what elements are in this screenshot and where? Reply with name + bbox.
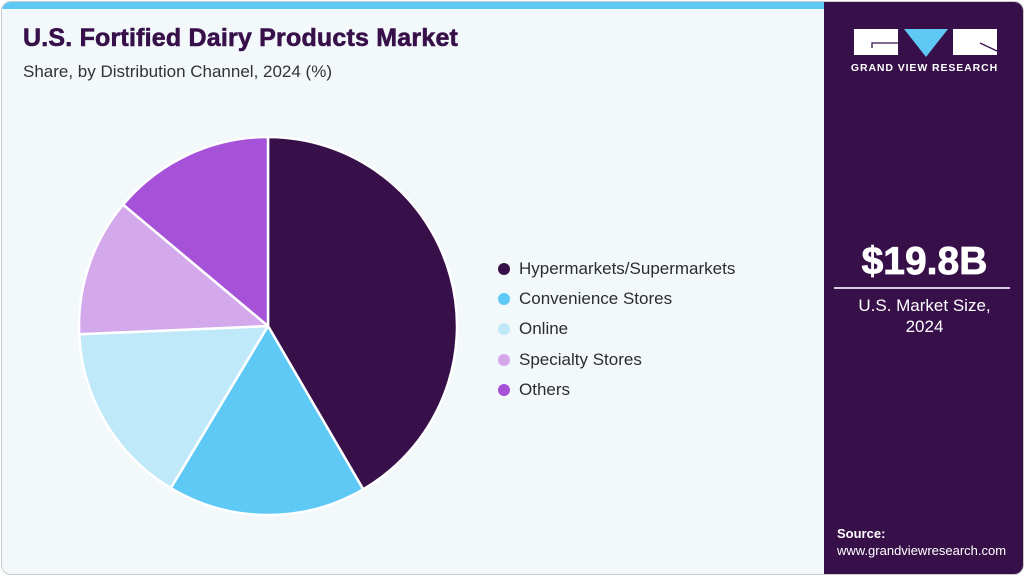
legend-item-convenience-stores: Convenience Stores: [498, 284, 735, 314]
legend-label: Others: [519, 379, 571, 399]
chart-title: U.S. Fortified Dairy Products Market: [23, 24, 459, 53]
pie-slice-hypermarkets-supermarkets: [266, 135, 459, 491]
legend-dot-icon: [498, 383, 510, 396]
legend-label: Specialty Stores: [519, 349, 642, 369]
legend-dot-icon: [498, 263, 510, 276]
legend-label: Convenience Stores: [519, 289, 673, 309]
legend-dot-icon: [498, 323, 510, 336]
source-title: Source:: [837, 526, 886, 541]
legend-label: Hypermarkets/Supermarkets: [519, 259, 736, 279]
pie-chart: [72, 130, 464, 522]
accent-top-bar: [2, 2, 824, 9]
sidebar-panel: GRAND VIEW RESEARCH $19.8B U.S. Market S…: [824, 2, 1023, 574]
legend-item-specialty-stores: Specialty Stores: [498, 345, 735, 375]
market-size-label-line1: U.S. Market Size,: [858, 296, 991, 315]
chart-legend: Hypermarkets/Supermarkets Convenience St…: [498, 254, 735, 405]
chart-subtitle: Share, by Distribution Channel, 2024 (%): [23, 62, 332, 81]
market-size-label: U.S. Market Size, 2024: [824, 295, 1023, 337]
pie-slice-convenience-stores: [169, 324, 365, 517]
brand-name: GRAND VIEW RESEARCH: [850, 62, 999, 74]
divider: [834, 287, 1010, 289]
legend-item-others: Others: [498, 375, 735, 405]
market-size-value: $19.8B: [861, 240, 988, 284]
legend-dot-icon: [498, 293, 510, 306]
legend-item-hypermarkets: Hypermarkets/Supermarkets: [498, 254, 735, 284]
gvr-logo-icon: [854, 29, 997, 57]
pie-slice-online: [77, 324, 270, 490]
market-size-label-line2: 2024: [905, 317, 944, 336]
source-url[interactable]: www.grandviewresearch.com: [837, 543, 1007, 558]
legend-dot-icon: [498, 353, 510, 366]
pie-slice-specialty-stores: [77, 203, 270, 336]
pie-chart-svg: [77, 135, 459, 517]
legend-label: Online: [519, 319, 569, 339]
legend-item-online: Online: [498, 314, 735, 344]
pie-slice-others: [121, 135, 270, 328]
